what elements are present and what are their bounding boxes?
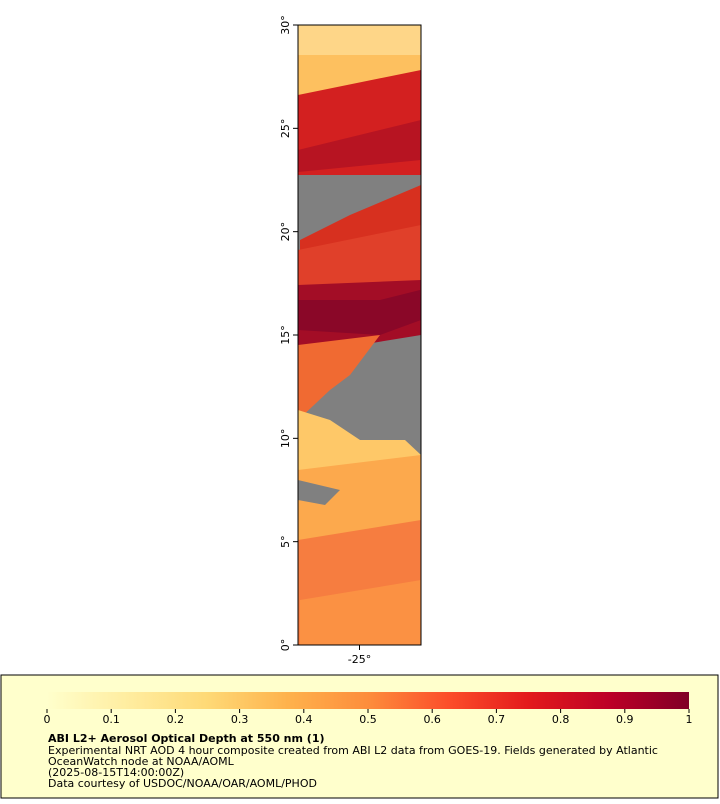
- colorbar-tick-label: 0.4: [295, 713, 313, 726]
- colorbar-tick-label: 1: [686, 713, 693, 726]
- colorbar: [47, 692, 689, 709]
- legend-text: Data courtesy of USDOC/NOAA/OAR/AOML/PHO…: [48, 777, 317, 790]
- y-tick-label: 15°: [279, 325, 292, 345]
- aod-field: [298, 25, 421, 645]
- colorbar-tick-label: 0.6: [423, 713, 441, 726]
- y-tick-label: 25°: [279, 119, 292, 139]
- y-tick-label: 20°: [279, 222, 292, 242]
- y-tick-label: 10°: [279, 429, 292, 449]
- legend-text: Experimental NRT AOD 4 hour composite cr…: [48, 744, 658, 757]
- y-tick-label: 0°: [279, 639, 292, 652]
- x-tick-label: -25°: [348, 653, 371, 666]
- colorbar-tick-label: 0.7: [488, 713, 506, 726]
- legend-text: OceanWatch node at NOAA/AOML: [48, 755, 235, 768]
- legend-title: ABI L2+ Aerosol Optical Depth at 550 nm …: [48, 732, 325, 745]
- colorbar-tick-label: 0.1: [102, 713, 120, 726]
- legend-text: (2025-08-15T14:00:00Z): [48, 766, 184, 779]
- colorbar-tick-label: 0.9: [616, 713, 634, 726]
- colorbar-tick-label: 0: [44, 713, 51, 726]
- colorbar-tick-label: 0.8: [552, 713, 570, 726]
- colorbar-tick-label: 0.3: [231, 713, 249, 726]
- y-tick-label: 30°: [279, 15, 292, 35]
- colorbar-tick-label: 0.2: [167, 713, 185, 726]
- colorbar-tick-label: 0.5: [359, 713, 377, 726]
- y-tick-label: 5°: [279, 535, 292, 548]
